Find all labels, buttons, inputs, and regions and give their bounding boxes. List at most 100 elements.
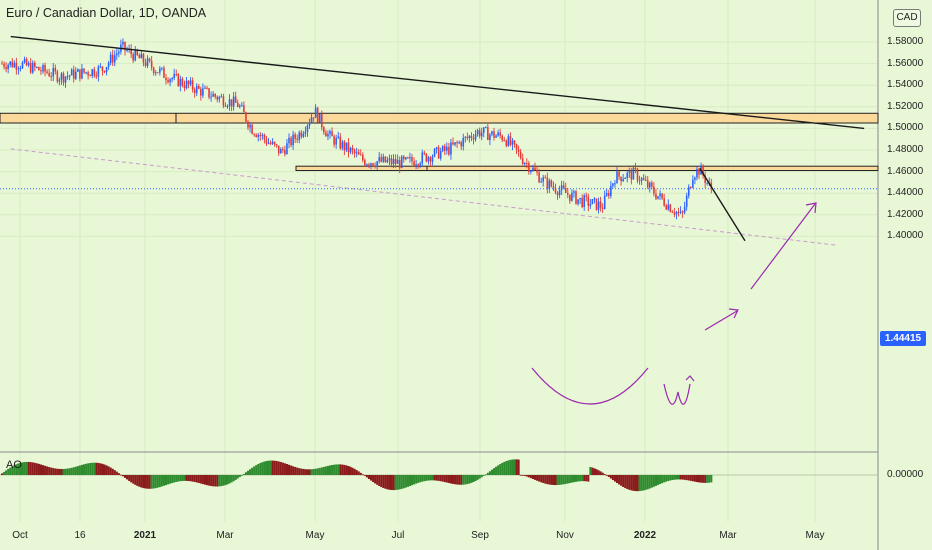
ao-bar [87,463,90,475]
candle-body [42,65,44,72]
ao-bar [64,468,67,475]
ao-bar [431,475,434,481]
ao-bar [618,475,621,485]
candle-body [595,198,598,210]
candle-body [398,159,401,168]
ao-bar [380,475,383,488]
ao-bar [683,475,686,480]
candle-body [202,88,204,96]
candle-body [362,154,364,161]
ao-bar [251,467,254,475]
candle-body [649,182,651,188]
handle-curve [663,383,691,405]
candle-body [122,41,124,45]
candle-body [111,54,114,63]
candle-body [25,59,28,66]
ao-bar [523,475,526,476]
ao-bar [37,463,40,475]
candle-body [46,71,48,73]
candle-body [462,137,465,147]
candle-body [355,152,358,154]
ao-bar [583,475,586,482]
ao-bar [404,475,407,488]
ao-bar [417,475,420,483]
currency-button[interactable]: CAD [893,9,921,27]
candle-body [50,76,52,78]
candle-body [538,172,540,183]
candle-body [83,68,85,73]
candle-body [159,68,161,73]
ao-bar [138,475,141,487]
ao-bar [480,475,483,478]
candle-body [148,58,151,61]
ao-bar [519,474,522,476]
candle-body [456,142,458,144]
candle-body [675,211,678,215]
candle-body [478,130,481,137]
ao-bar [644,475,647,490]
candle-body [441,146,444,152]
candle-body [124,41,126,51]
candle-body [435,147,438,150]
ao-bar [499,464,502,475]
ao-bar [384,475,387,489]
ao-bar [99,463,102,475]
candle-body [165,77,167,81]
candle-body [493,131,495,138]
ao-bar [232,475,235,482]
ao-bar [300,468,303,475]
ao-bar [447,475,450,484]
candle-body [374,165,376,167]
candle-body [81,68,83,79]
candle-body [679,211,682,213]
candle-body [226,106,229,108]
candle-body [626,172,629,179]
ao-bar [273,460,276,475]
ao-bar [671,475,674,481]
candle-body [550,180,553,187]
ao-bar [1,473,4,475]
ao-bar [203,475,206,485]
candle-body [116,53,118,56]
ao-bar [536,475,539,481]
candle-body [204,87,206,89]
candle-body [19,68,22,70]
ao-bar [556,475,559,486]
ao-bar [271,460,274,475]
candle-body [101,66,104,71]
ao-bar [154,475,157,489]
ao-indicator-label[interactable]: AO [6,459,22,471]
ao-bar [308,469,311,475]
ao-bar [564,475,567,484]
candle-body [368,164,370,166]
ao-bar [224,475,227,486]
candle-body [97,66,100,77]
ao-bar [577,475,580,482]
ao-bar [226,475,229,485]
candle-body [460,142,462,147]
ao-bar [261,462,264,475]
ao-bar [247,470,250,475]
ao-bar [68,468,71,475]
candle-body [376,161,378,167]
candle-body [523,163,526,165]
ao-bar [132,475,135,484]
ao-bar [353,468,356,475]
candle-body [597,201,600,210]
ao-bar [597,470,600,475]
ao-bar [140,475,143,488]
candle-body [657,196,659,199]
ao-bar [657,475,660,485]
ao-bar [220,475,223,487]
ao-bar [119,474,122,476]
candle-body [230,99,233,107]
ao-bar [652,475,655,487]
candle-body [58,79,61,82]
candle-body [277,145,280,154]
ao-bar [121,475,124,477]
candle-body [72,69,75,79]
candle-body [390,158,393,165]
candle-body [251,124,253,134]
